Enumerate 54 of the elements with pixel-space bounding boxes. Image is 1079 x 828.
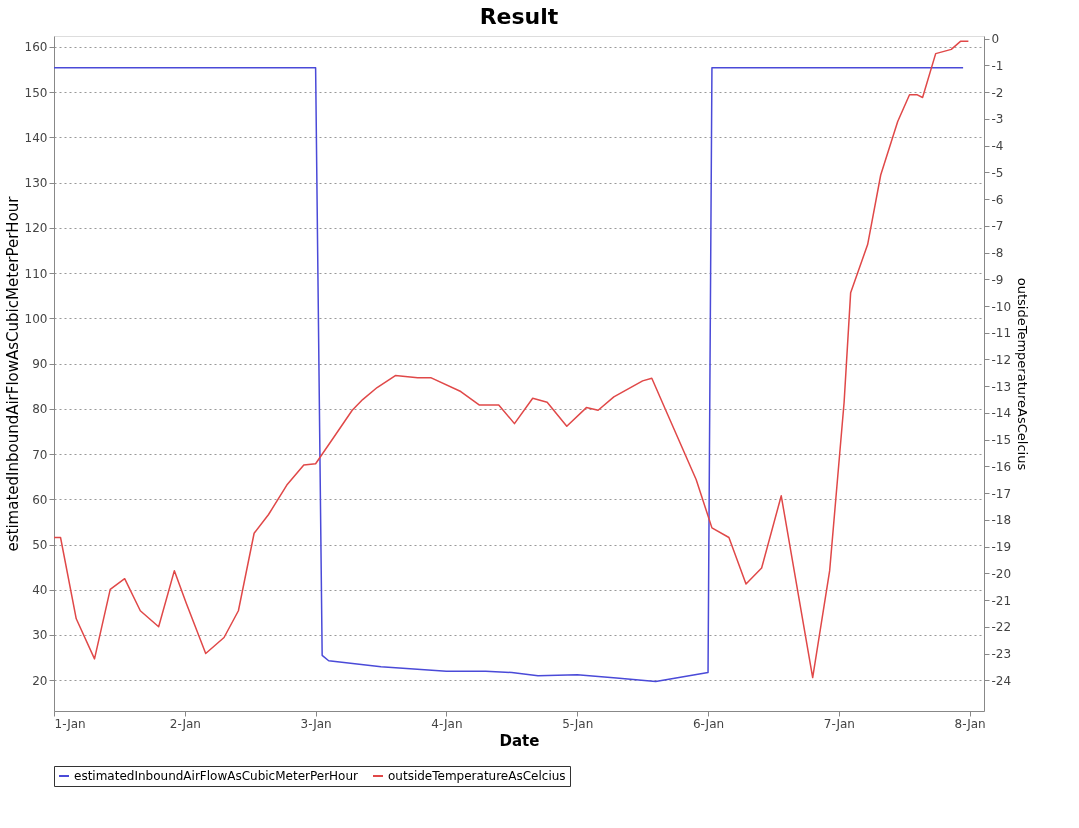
y2-tick-label: -22 — [991, 620, 1012, 635]
legend-label: outsideTemperatureAsCelcius — [388, 769, 566, 783]
y2-tick-label: -19 — [991, 540, 1012, 555]
y2-tick-label: -4 — [991, 139, 1004, 154]
y2-tick-label: -18 — [991, 513, 1012, 528]
x-tick-label: 2-Jan — [169, 716, 201, 731]
y-tick-label: 110 — [24, 266, 48, 281]
y-tick-label: 160 — [24, 40, 48, 55]
y-tick-label: 40 — [32, 583, 48, 598]
y2-tick-label: -8 — [991, 246, 1004, 261]
y2-tick-label: -21 — [991, 593, 1012, 608]
y-tick-label: 80 — [32, 402, 48, 417]
y-tick-label: 50 — [32, 538, 48, 553]
y2-tick-label: -12 — [991, 352, 1012, 367]
y2-tick-label: -24 — [991, 673, 1012, 688]
y2-tick-label: -11 — [991, 326, 1012, 341]
y2-axis-title: outsideTemperatureAsCelcius — [1015, 277, 1031, 471]
y-tick-label: 120 — [24, 221, 48, 236]
y2-tick-label: 0 — [991, 32, 1000, 47]
y2-tick-label: -15 — [991, 433, 1012, 448]
y2-tick-label: -2 — [991, 85, 1004, 100]
y-tick-label: 150 — [24, 85, 48, 100]
y-tick-label: 90 — [32, 357, 48, 372]
y2-tick-label: -13 — [991, 379, 1012, 394]
y2-tick-label: -3 — [991, 112, 1004, 127]
x-tick-label: 7-Jan — [823, 716, 855, 731]
x-tick-label: 8-Jan — [954, 716, 986, 731]
x-tick-label: 1-Jan — [54, 716, 86, 731]
y2-tick-label: -6 — [991, 192, 1004, 207]
y-tick-label: 20 — [32, 673, 48, 688]
y-tick-label: 60 — [32, 492, 48, 507]
y2-tick-label: -10 — [991, 299, 1012, 314]
y2-tick-label: -1 — [991, 58, 1004, 73]
x-tick-label: 3-Jan — [300, 716, 332, 731]
x-tick-label: 5-Jan — [562, 716, 594, 731]
y2-tick-label: -20 — [991, 566, 1012, 581]
y2-tick-label: -23 — [991, 647, 1012, 662]
y2-tick-label: -16 — [991, 459, 1012, 474]
y2-tick-label: -14 — [991, 406, 1012, 421]
y2-tick-label: -17 — [991, 486, 1012, 501]
x-tick-label: 4-Jan — [431, 716, 463, 731]
x-tick-label: 6-Jan — [692, 716, 725, 731]
y2-tick-label: -9 — [991, 272, 1004, 287]
y-tick-label: 100 — [24, 311, 48, 326]
y-tick-label: 70 — [32, 447, 48, 462]
y2-tick-label: -7 — [991, 219, 1004, 234]
y2-tick-label: -5 — [991, 165, 1004, 180]
x-axis-title: Date — [499, 731, 540, 750]
y-tick-label: 130 — [24, 176, 48, 191]
chart-title: Result — [479, 3, 559, 29]
legend-label: estimatedInboundAirFlowAsCubicMeterPerHour — [74, 769, 359, 783]
y-tick-label: 30 — [32, 628, 48, 643]
y-tick-label: 140 — [24, 130, 48, 145]
y-axis-title: estimatedInboundAirFlowAsCubicMeterPerHour — [3, 195, 22, 552]
